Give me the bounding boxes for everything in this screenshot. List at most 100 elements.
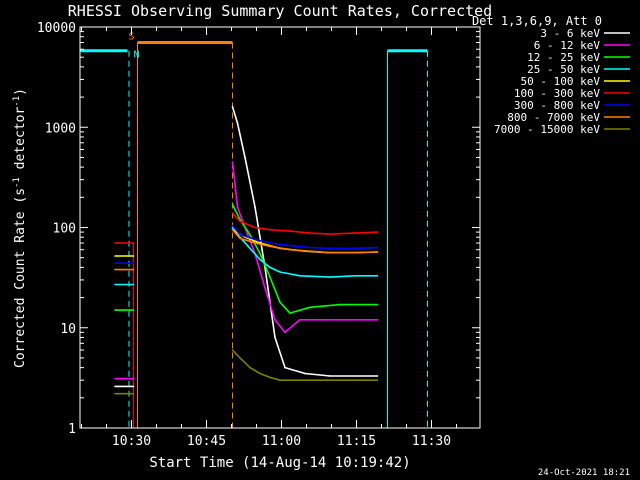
orbit-flags-layer: SN	[80, 32, 428, 428]
data-point	[279, 379, 281, 382]
data-point	[249, 366, 251, 369]
series-line	[231, 349, 378, 381]
data-point	[132, 392, 135, 395]
data-point	[132, 309, 135, 311]
data-point	[309, 250, 311, 252]
data-point	[354, 375, 356, 377]
data-point	[289, 244, 291, 247]
data-point	[309, 246, 311, 249]
data-point	[114, 262, 116, 265]
y-axis-label-mid: detector	[13, 107, 28, 178]
y-axis-label-exp2: -1	[12, 96, 22, 107]
data-point	[114, 283, 116, 286]
data-point	[269, 228, 271, 231]
data-point	[269, 276, 271, 278]
legend-label: 800 - 7000 keV	[507, 111, 600, 124]
y-tick-label: 1000	[45, 121, 76, 136]
x-tick-label: 11:00	[262, 434, 301, 449]
data-point	[254, 238, 256, 241]
legend-label: 6 - 12 keV	[534, 39, 601, 52]
night-flag-label: N	[133, 50, 139, 61]
legend-label: 100 - 300 keV	[514, 87, 600, 100]
data-point	[329, 319, 331, 321]
data-point	[376, 231, 379, 233]
data-point	[304, 372, 306, 375]
data-point	[231, 224, 234, 227]
data-point	[231, 349, 234, 351]
data-point	[269, 245, 271, 248]
data-point	[376, 319, 379, 321]
y-axis-label: Corrected Count Rate (s-1 detector-1)	[12, 88, 28, 368]
data-point	[289, 248, 291, 251]
legend-label: 300 - 800 keV	[514, 99, 600, 112]
data-point	[114, 255, 116, 257]
data-point	[329, 375, 331, 377]
data-point	[114, 242, 116, 244]
data-point	[114, 377, 116, 380]
data-point	[239, 237, 241, 240]
data-point	[354, 232, 356, 234]
saa-flag-label: S	[128, 32, 134, 43]
data-point	[284, 331, 286, 334]
data-point	[354, 275, 356, 277]
series-line	[231, 204, 378, 315]
data-point	[329, 276, 331, 278]
y-tick-label: 10000	[37, 21, 76, 36]
legend-header: Det 1,3,6,9, Att 0	[472, 14, 602, 28]
data-point	[114, 385, 116, 388]
data-point	[254, 206, 256, 208]
data-point	[329, 233, 331, 235]
data-point	[269, 242, 271, 244]
data-point	[239, 233, 241, 236]
x-tick-label: 10:30	[112, 434, 151, 449]
data-point	[259, 372, 261, 375]
data-point	[132, 242, 135, 244]
x-tick-label: 10:45	[187, 434, 226, 449]
data-point	[279, 301, 281, 304]
data-point	[132, 255, 135, 257]
legend-label: 3 - 6 keV	[540, 27, 600, 40]
data-point	[244, 156, 246, 159]
data-point	[339, 303, 341, 306]
data-point	[132, 283, 135, 286]
legend-label: 12 - 25 keV	[527, 51, 600, 64]
data-point	[376, 379, 379, 382]
data-point	[376, 375, 379, 377]
y-axis-label-end: )	[13, 88, 28, 96]
legend-label: 50 - 100 keV	[521, 75, 601, 88]
data-point	[231, 228, 234, 231]
data-point	[132, 385, 135, 388]
data-point	[289, 230, 291, 232]
y-axis-label-exp1: -1	[12, 177, 22, 188]
x-tick-label: 11:30	[412, 434, 451, 449]
data-point	[376, 246, 379, 249]
data-point	[231, 212, 234, 214]
data-point	[274, 319, 276, 321]
data-point	[354, 251, 356, 254]
series-line	[231, 227, 378, 278]
data-point	[329, 247, 331, 250]
data-point	[259, 258, 261, 261]
data-point	[231, 106, 234, 108]
series-7000-15000-kev-kev	[114, 349, 379, 395]
y-tick-label: 10	[60, 322, 76, 337]
series-300-800-kev-kev	[114, 224, 379, 265]
data-point	[299, 275, 301, 277]
series-12-25-kev-kev	[114, 203, 379, 315]
data-point	[329, 379, 331, 382]
axes-layer: 1 10 100 1000 10000 10:30 10:45 11:00 11:15 11:30	[37, 21, 480, 449]
data-point	[284, 366, 286, 369]
y-tick-label: 1	[68, 422, 76, 437]
series-25-50-kev-kev	[114, 226, 379, 286]
data-point	[354, 379, 356, 382]
data-point	[354, 319, 356, 321]
data-point	[309, 306, 311, 309]
data-point	[254, 242, 256, 244]
series-800-7000-kev-kev	[114, 228, 379, 271]
data-point	[254, 226, 256, 229]
chart-title: RHESSI Observing Summary Count Rates, Co…	[68, 2, 492, 20]
data-point	[239, 357, 241, 359]
data-point	[236, 206, 239, 208]
data-point	[114, 392, 116, 395]
